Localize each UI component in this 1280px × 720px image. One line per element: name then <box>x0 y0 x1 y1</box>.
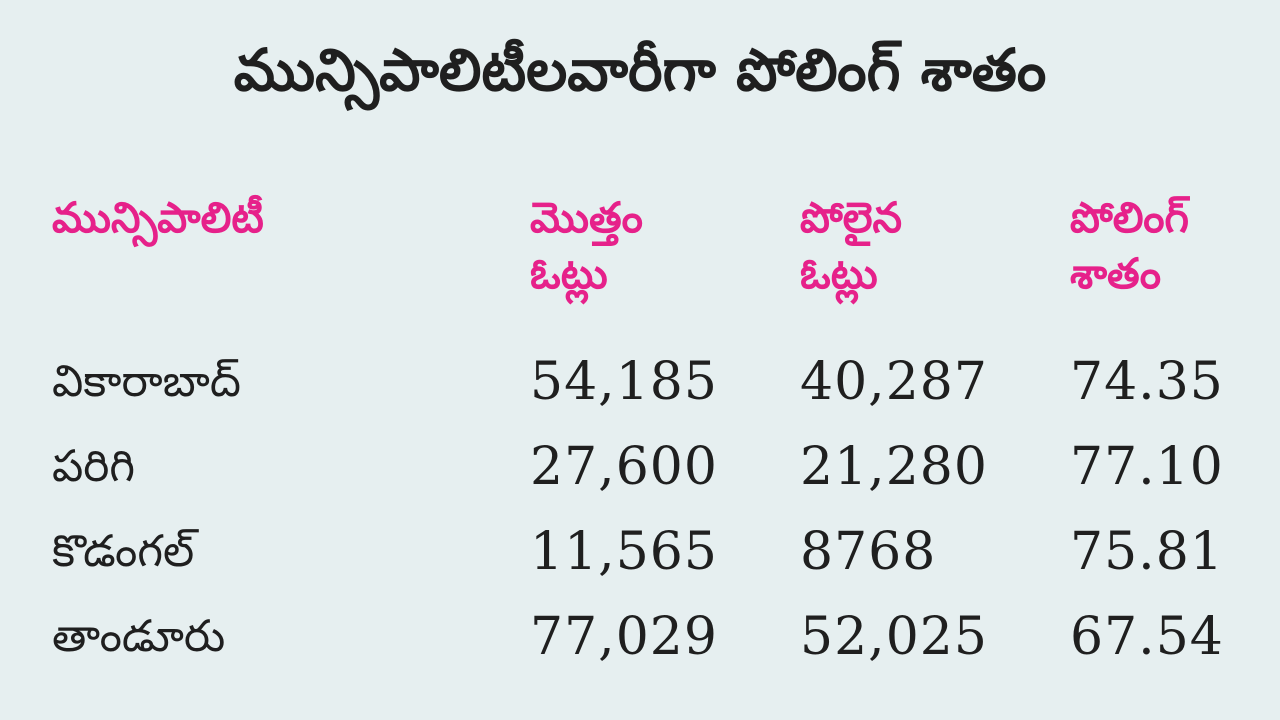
municipality-cell: తాండూరు <box>52 611 226 662</box>
page-title: మున్సిపాలిటీలవారీగా పోలింగ్ శాతం <box>233 36 1047 104</box>
header-line-1: మొత్తం <box>530 193 643 242</box>
header-total-votes: మొత్తం ఓట్లు <box>530 190 643 334</box>
polled-votes-cell: 8768 <box>800 522 937 582</box>
total-votes-cell: 27,600 <box>530 437 718 497</box>
polling-percent-cell: 77.10 <box>1070 437 1224 497</box>
header-line-1: పోలింగ్ <box>1070 193 1189 242</box>
header-line-2: ఓట్లు <box>800 249 878 298</box>
total-votes-cell: 77,029 <box>530 607 718 667</box>
header-line-2: ఓట్లు <box>530 249 608 298</box>
header-polling-percent: పోలింగ్ శాతం <box>1070 190 1189 334</box>
polling-percent-cell: 67.54 <box>1070 607 1224 667</box>
polled-votes-cell: 40,287 <box>800 352 988 412</box>
polling-percent-cell: 75.81 <box>1070 522 1224 582</box>
municipality-cell: పరిగి <box>52 441 136 492</box>
header-polled-votes: పోలైన ఓట్లు <box>800 190 902 334</box>
header-line-1: పోలైన <box>800 193 903 242</box>
municipality-cell: కొడంగల్ <box>52 526 195 577</box>
header-line-2: శాతం <box>1070 249 1162 298</box>
total-votes-cell: 11,565 <box>530 522 718 582</box>
header-municipality: మున్సిపాలిటీ <box>52 190 264 278</box>
municipality-cell: వికారాబాద్ <box>52 356 241 407</box>
polling-percent-cell: 74.35 <box>1070 352 1224 412</box>
total-votes-cell: 54,185 <box>530 352 718 412</box>
header-line-1: మున్సిపాలిటీ <box>52 193 264 242</box>
polled-votes-cell: 52,025 <box>800 607 988 667</box>
polled-votes-cell: 21,280 <box>800 437 988 497</box>
